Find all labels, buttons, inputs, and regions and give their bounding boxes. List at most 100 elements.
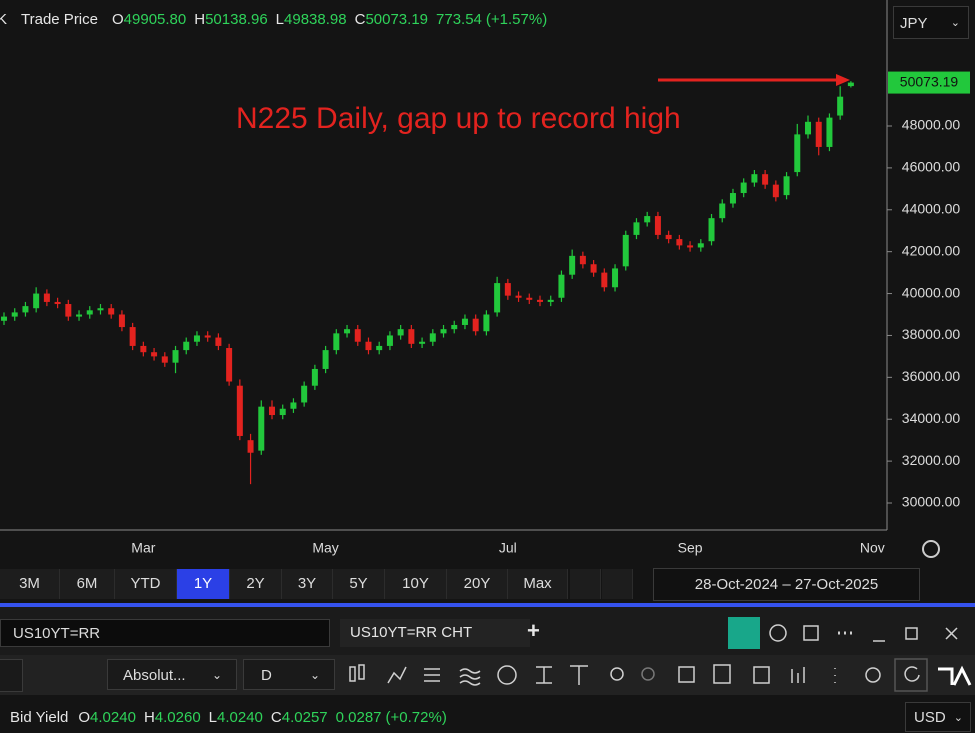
candle-body bbox=[461, 318, 468, 325]
symbol: K bbox=[0, 11, 8, 28]
candle-body bbox=[118, 314, 125, 328]
candle-body bbox=[54, 301, 61, 305]
y-tick-label: 42000.00 bbox=[902, 242, 961, 258]
table-button[interactable] bbox=[602, 569, 633, 599]
candle-body bbox=[504, 283, 511, 296]
add-tab[interactable]: + bbox=[527, 618, 547, 644]
icon[interactable] bbox=[349, 666, 356, 682]
candle-body bbox=[451, 324, 458, 330]
toolbar-icons bbox=[349, 658, 972, 692]
maximize[interactable] bbox=[905, 627, 918, 640]
label: H bbox=[194, 11, 206, 28]
candle-body bbox=[558, 274, 565, 298]
candle-body bbox=[815, 121, 822, 147]
icon[interactable] bbox=[791, 667, 805, 683]
candle-body bbox=[612, 268, 619, 288]
date-range[interactable]: 28-Oct-2024 – 27-Oct-2025 bbox=[653, 568, 920, 601]
annotation: N225 Daily, gap up to record high bbox=[236, 102, 681, 135]
x-tick-label: Nov bbox=[860, 540, 885, 556]
candle-body bbox=[847, 82, 854, 87]
change: 0.0287 bbox=[335, 709, 382, 726]
candle-body bbox=[193, 335, 200, 342]
icon[interactable] bbox=[753, 666, 770, 684]
value: 50138.96 bbox=[205, 11, 268, 28]
window-icons bbox=[769, 624, 958, 642]
icon[interactable] bbox=[610, 667, 624, 681]
candle-body bbox=[215, 337, 222, 346]
symbol-input[interactable]: US10YT=RR bbox=[0, 619, 330, 647]
candle-body bbox=[65, 304, 72, 317]
panel-legend-bar bbox=[0, 695, 975, 732]
folder-button[interactable] bbox=[0, 659, 23, 692]
value: 50073.19 bbox=[365, 11, 429, 28]
range-button[interactable]: YTD bbox=[115, 569, 177, 599]
icon[interactable] bbox=[424, 668, 440, 682]
currency-select[interactable]: USD ⌄ bbox=[905, 702, 971, 732]
icon[interactable] bbox=[570, 665, 588, 685]
icon[interactable] bbox=[865, 667, 881, 683]
close[interactable] bbox=[945, 627, 958, 640]
x-tick-label: Jul bbox=[499, 540, 517, 556]
add-label: + bbox=[527, 618, 540, 643]
range-button[interactable]: 6M bbox=[60, 569, 115, 599]
candle-body bbox=[440, 329, 447, 334]
label: L bbox=[208, 709, 218, 726]
candle-body bbox=[226, 348, 233, 382]
tab[interactable]: US10YT=RR CHT bbox=[340, 619, 530, 647]
candle-body bbox=[151, 352, 158, 357]
legend: K Trade Price O49905.80 H50138.96 L49838… bbox=[0, 11, 547, 28]
icon[interactable] bbox=[894, 658, 928, 692]
candle-body bbox=[204, 335, 211, 338]
date-sep: – bbox=[782, 576, 791, 593]
candle-body bbox=[665, 234, 672, 240]
interval-select[interactable]: D ⌄ bbox=[243, 659, 335, 690]
currency: USD bbox=[914, 709, 946, 726]
range-button[interactable]: 2Y bbox=[230, 569, 282, 599]
icon[interactable] bbox=[641, 667, 655, 681]
settings-icon[interactable] bbox=[922, 540, 940, 558]
icon[interactable] bbox=[904, 666, 920, 682]
icon[interactable] bbox=[387, 666, 407, 684]
range-button[interactable]: 5Y bbox=[333, 569, 385, 599]
candle-body bbox=[108, 308, 115, 315]
separator bbox=[0, 603, 975, 607]
last-price-label: 50073.19 bbox=[900, 73, 959, 89]
candle-body bbox=[333, 333, 340, 351]
candle-body bbox=[97, 308, 104, 311]
range-button[interactable]: 3M bbox=[0, 569, 60, 599]
view-select[interactable]: Absolut... ⌄ bbox=[107, 659, 237, 690]
change: 773.54 bbox=[436, 11, 482, 28]
change-pct: (+1.57%) bbox=[485, 11, 548, 28]
icon[interactable] bbox=[358, 664, 365, 680]
icon[interactable] bbox=[497, 665, 517, 685]
candle-body bbox=[376, 345, 383, 351]
settings-button[interactable] bbox=[570, 569, 601, 599]
currency-select[interactable]: JPY ⌄ bbox=[893, 6, 969, 39]
candle-body bbox=[837, 96, 844, 116]
icon[interactable] bbox=[769, 624, 787, 642]
icon[interactable] bbox=[536, 666, 552, 684]
candle-body bbox=[22, 306, 29, 313]
candle-body bbox=[472, 318, 479, 332]
range-button[interactable]: 10Y bbox=[385, 569, 447, 599]
icon[interactable] bbox=[459, 668, 481, 686]
candle-body bbox=[354, 329, 361, 342]
candle-body bbox=[419, 341, 426, 344]
candle-body bbox=[687, 245, 694, 248]
range-button[interactable]: Max bbox=[508, 569, 568, 599]
y-tick-label: 32000.00 bbox=[902, 452, 961, 468]
candle-body bbox=[601, 272, 608, 288]
candle-body bbox=[537, 299, 543, 302]
candle-body bbox=[76, 314, 83, 317]
icon[interactable] bbox=[678, 666, 695, 683]
candle-body bbox=[644, 216, 651, 223]
range-button[interactable]: 1Y bbox=[177, 569, 230, 599]
icon[interactable] bbox=[713, 664, 731, 684]
range-button[interactable]: 3Y bbox=[282, 569, 333, 599]
range-button[interactable]: 20Y bbox=[447, 569, 508, 599]
link-button[interactable] bbox=[728, 617, 760, 649]
value: 4.0240 bbox=[90, 709, 136, 726]
icon[interactable] bbox=[803, 625, 819, 641]
change-pct: (+0.72%) bbox=[385, 709, 447, 726]
